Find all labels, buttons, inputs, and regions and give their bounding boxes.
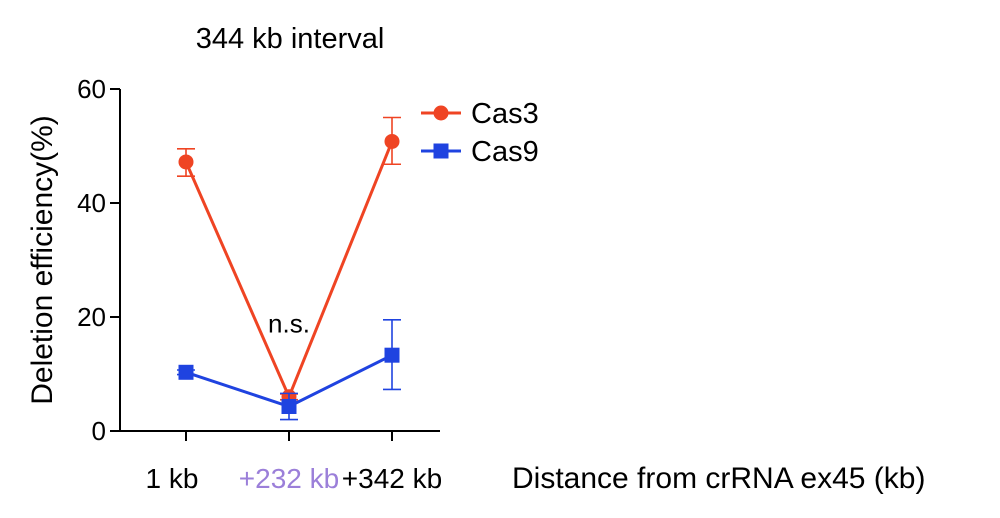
series-cas9: [177, 319, 401, 421]
chart-title: 344 kb interval: [196, 23, 385, 55]
legend-item-cas3: Cas3: [421, 98, 539, 130]
y-tick-label: 40: [77, 188, 106, 218]
data-point: [384, 347, 400, 363]
data-point: [281, 398, 297, 414]
x-tick-label: +342 kb: [342, 463, 442, 494]
legend-label: Cas3: [471, 98, 539, 130]
series-cas3: [177, 116, 401, 405]
x-tick-label: +232 kb: [239, 463, 339, 494]
y-tick-label: 20: [77, 302, 106, 332]
data-point: [178, 154, 194, 170]
legend: Cas3 Cas9: [421, 98, 539, 168]
data-point: [384, 133, 400, 149]
y-axis-label: Deletion efficiency(%): [26, 115, 59, 405]
x-tick-label: 1 kb: [146, 463, 199, 494]
y-tick-label: 0: [92, 416, 106, 446]
axes: 0 20 40 60 1 kb +232 kb +342 kb: [77, 74, 442, 494]
legend-label: Cas9: [471, 136, 539, 168]
y-tick-label: 60: [77, 74, 106, 104]
legend-item-cas9: Cas9: [421, 136, 539, 168]
data-point: [178, 364, 194, 380]
x-axis-label: Distance from crRNA ex45 (kb): [512, 462, 925, 495]
legend-marker: [433, 105, 449, 121]
significance-annotation: n.s.: [268, 309, 310, 339]
series-line: [184, 140, 394, 401]
legend-marker: [433, 143, 449, 159]
series-layer: [177, 116, 401, 421]
